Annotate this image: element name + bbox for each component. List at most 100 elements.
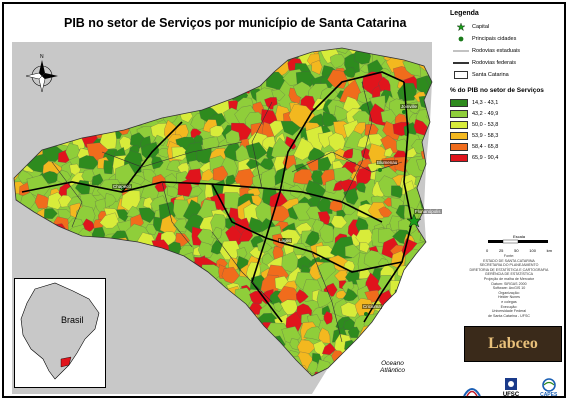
map-canvas: N	[12, 42, 440, 394]
scale-unit: km	[546, 248, 552, 253]
legend-classes-title: % do PIB no setor de Serviços	[450, 87, 544, 94]
city-markers	[120, 110, 422, 316]
capital-star-icon	[406, 213, 422, 228]
municipality-patch	[330, 54, 347, 69]
map-title: PIB no setor de Serviços por município d…	[64, 16, 407, 30]
municipality-patch	[292, 202, 314, 221]
city-label-joinville: Joinville	[400, 104, 419, 109]
institution-logos: UFSC CAPES	[452, 364, 568, 398]
scale-bar-graphic	[488, 239, 548, 244]
municipality-patch	[377, 275, 393, 291]
city-label-criciuma: Criciúma	[362, 304, 382, 309]
class-label-5: 58,4 - 65,8	[472, 143, 499, 150]
legend-label-cities: Principais cidades	[472, 36, 517, 42]
class-label-2: 43,2 - 49,9	[472, 110, 499, 117]
municipality-patch	[293, 169, 314, 185]
municipality-patch	[210, 213, 227, 234]
city-dot-lages	[282, 238, 286, 242]
thin-line-icon	[450, 49, 472, 53]
municipality-patch	[234, 168, 256, 189]
municipality-patch	[359, 242, 370, 253]
municipality-patch	[396, 138, 409, 155]
municipality-patch	[236, 247, 248, 259]
municipality-patch	[298, 371, 313, 376]
ocean-label: Oceano Atlântico	[380, 360, 405, 374]
municipality-patch	[322, 342, 336, 356]
city-label-lages: Lages	[278, 238, 293, 243]
credit-line: Projeção de malha de Mercator	[483, 276, 535, 281]
credit-line: Organização:	[498, 290, 520, 295]
municipality-patch	[391, 185, 405, 199]
city-dot-criciuma	[364, 312, 368, 316]
labceo-logo: Labceo	[464, 326, 562, 362]
inset-label: Brasil	[61, 315, 84, 325]
legend-class-5: 58,4 - 65,8	[450, 141, 566, 152]
ufsc-logo: UFSC	[503, 376, 519, 398]
municipality-patch	[334, 148, 348, 161]
municipality-patch	[19, 192, 37, 209]
class-swatch-1	[450, 98, 468, 107]
municipality-patch	[273, 301, 284, 312]
legend-symbol-state-roads: Rodovias estaduais	[450, 45, 566, 57]
municipality-patch	[270, 205, 293, 222]
city-label-florianopolis: Florianópolis	[414, 209, 442, 214]
scale-tick-1: 25	[498, 248, 504, 253]
scale-ticks: 0 25 50 100 km	[484, 248, 554, 253]
thick-line-icon	[450, 61, 472, 65]
municipality-patch	[311, 60, 323, 75]
municipality-patch	[197, 241, 216, 258]
municipality-patch	[318, 327, 331, 344]
city-dot-chapeco	[120, 186, 124, 190]
city-dot-blumenau	[378, 168, 382, 172]
credit-line: Fonte:	[503, 254, 515, 258]
state-roads	[51, 81, 403, 343]
municipality-patch	[340, 302, 359, 318]
santa-catarina-map: N	[12, 42, 440, 394]
svg-text:N: N	[40, 54, 44, 60]
municipality-patch	[201, 168, 216, 182]
municipality-patch	[297, 339, 317, 355]
municipality-patch	[378, 206, 393, 218]
municipality-patch	[211, 226, 222, 240]
legend-heading: Legenda	[450, 10, 479, 17]
city-label-chapeco: Chapecó	[112, 184, 133, 189]
scale-tick-2: 50	[514, 248, 519, 253]
municipality-patch	[119, 135, 133, 152]
municipality-patch	[166, 160, 181, 172]
credit-line: Universidade Federal	[491, 309, 527, 314]
class-swatch-2	[450, 109, 468, 118]
scale-title: Escala	[512, 234, 525, 239]
class-label-6: 65,9 - 90,4	[472, 154, 499, 161]
municipality-patch	[406, 147, 417, 158]
municipality-patch	[356, 166, 374, 187]
scale-tick-0: 0	[486, 248, 489, 253]
class-label-3: 50,0 - 53,8	[472, 121, 499, 128]
credit-line: Datum: SIRGAS 2000	[491, 281, 527, 286]
credit-line: Execução:	[500, 304, 518, 309]
state-outline	[13, 47, 433, 377]
municipality-patch	[323, 311, 333, 325]
municipality-patch	[173, 218, 187, 233]
municipality-patch	[116, 209, 130, 222]
municipality-patch	[104, 193, 117, 208]
municipality-patch	[317, 196, 333, 214]
municipality-patch	[380, 134, 401, 154]
municipality-patch	[342, 148, 353, 159]
municipality-patch	[269, 120, 285, 138]
municipality-patch	[81, 169, 95, 182]
municipality-patch	[154, 134, 166, 146]
municipality-patch	[143, 196, 154, 210]
municipality-patch	[397, 82, 417, 102]
credit-line: ESTADO DE SANTA CATARINA	[483, 258, 535, 263]
brazil-shape	[20, 282, 100, 380]
legend-label-state-roads: Rodovias estaduais	[472, 48, 521, 54]
municipality-patch	[225, 225, 243, 251]
municipality-patch	[335, 290, 347, 299]
capes-label: CAPES	[540, 392, 558, 398]
map-frame: PIB no setor de Serviços por município d…	[2, 2, 566, 398]
municipality-patch	[256, 241, 273, 253]
municipality-patch	[97, 179, 125, 203]
municipality-patch	[197, 228, 216, 245]
class-swatch-5	[450, 142, 468, 151]
north-arrow-icon: N	[25, 54, 58, 93]
